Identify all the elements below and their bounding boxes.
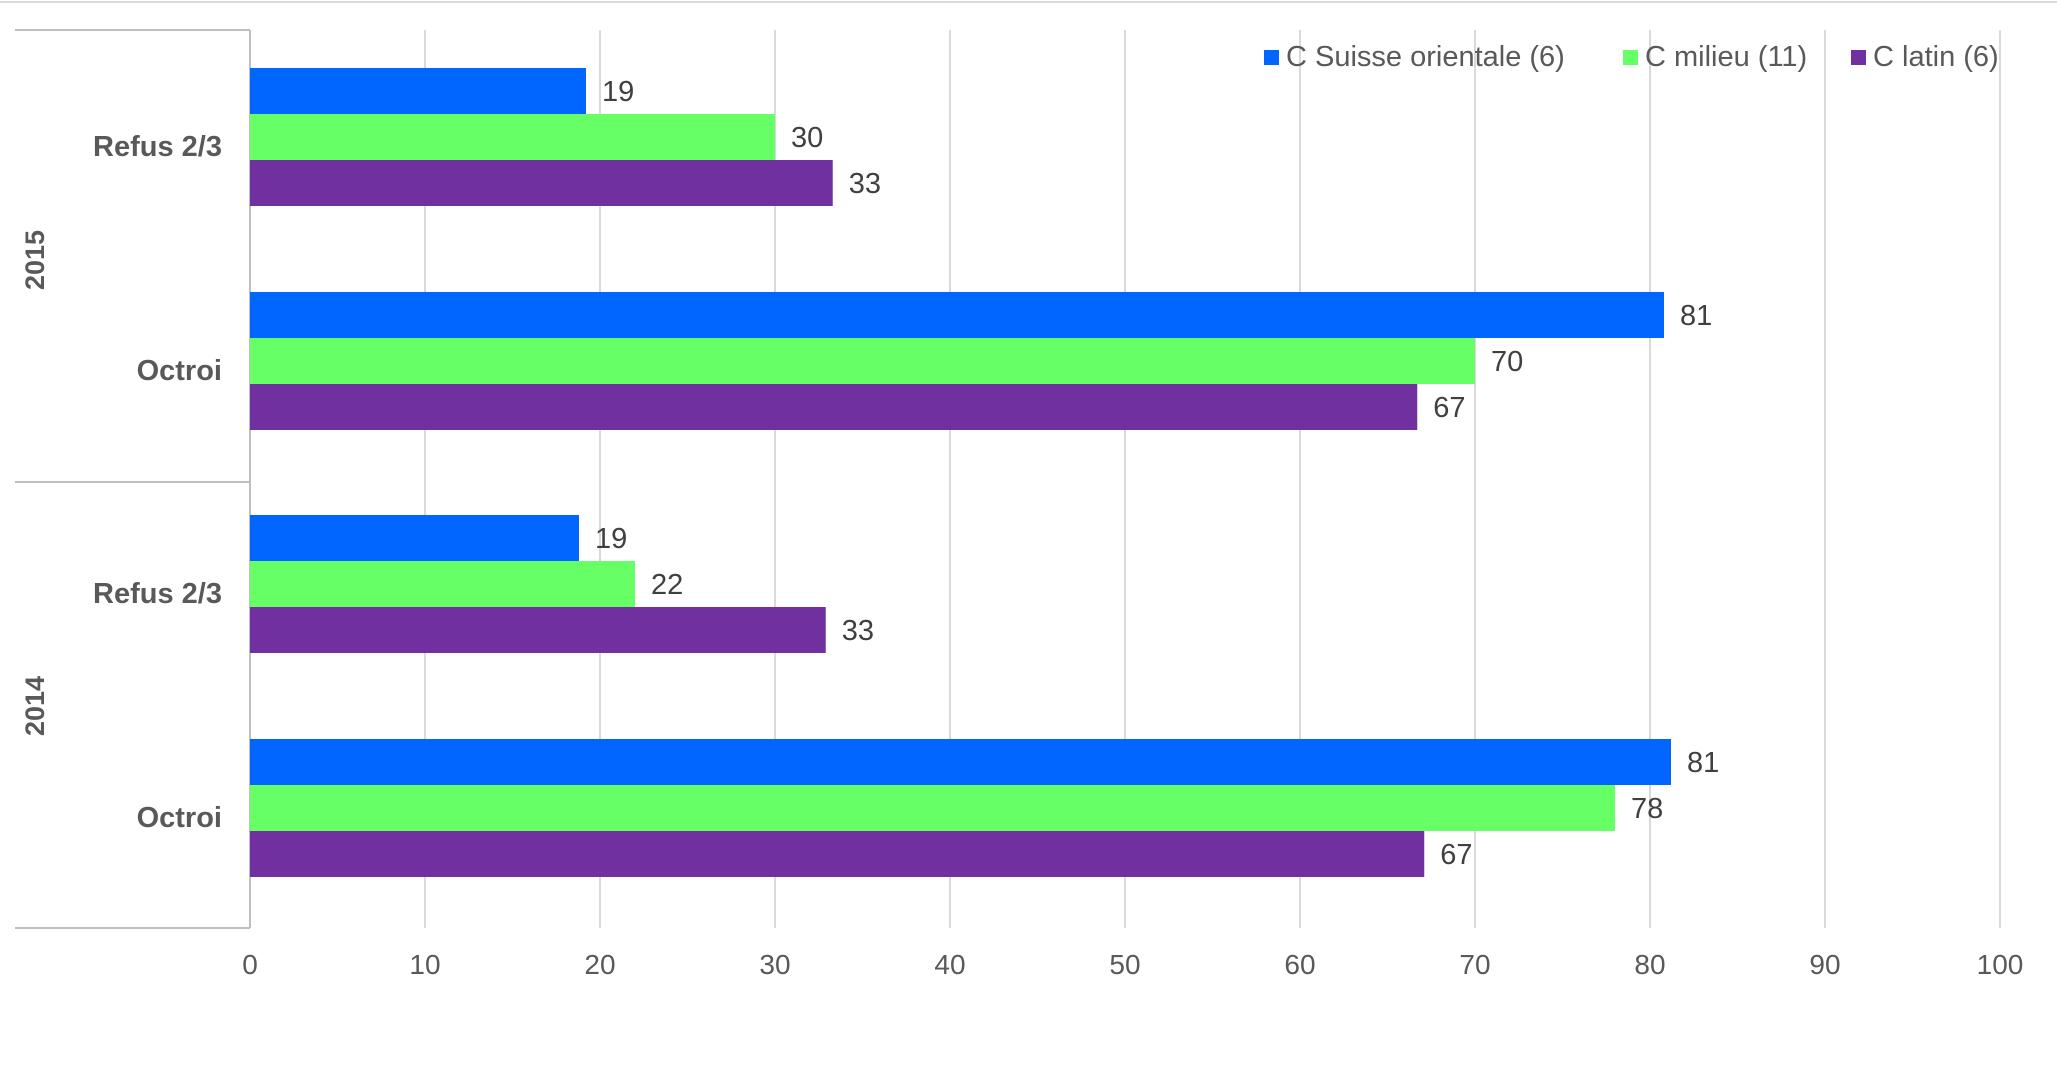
x-tick-label: 60 — [1284, 949, 1315, 980]
category-label: Octroi — [137, 802, 222, 834]
x-tick-label: 30 — [759, 949, 790, 980]
x-tick-label: 90 — [1809, 949, 1840, 980]
bar — [250, 607, 826, 653]
bar — [250, 338, 1475, 384]
bar — [250, 114, 775, 160]
bar — [250, 739, 1671, 785]
x-tick-label: 20 — [584, 949, 615, 980]
data-label: 30 — [791, 122, 823, 154]
bar — [250, 160, 833, 206]
data-label: 81 — [1687, 747, 1719, 779]
x-tick-label: 80 — [1634, 949, 1665, 980]
data-label: 81 — [1680, 300, 1712, 332]
data-labels: 19 30 33 81 70 67 19 22 33 81 78 67 — [595, 76, 1719, 871]
legend-label: C latin (6) — [1873, 41, 1999, 73]
category-label: Refus 2/3 — [93, 578, 222, 610]
legend: C Suisse orientale (6) C milieu (11) C lat… — [1264, 41, 1999, 73]
category-label: Octroi — [137, 355, 222, 387]
data-label: 67 — [1440, 839, 1472, 871]
data-label: 78 — [1631, 793, 1663, 825]
year-label: 2015 — [20, 230, 50, 290]
bar — [250, 785, 1615, 831]
bars — [250, 68, 1671, 877]
legend-swatch — [1623, 50, 1638, 65]
data-label: 33 — [849, 168, 881, 200]
x-tick-label: 50 — [1109, 949, 1140, 980]
data-label: 33 — [842, 615, 874, 647]
bar — [250, 561, 635, 607]
bar — [250, 831, 1425, 877]
legend-swatch — [1851, 50, 1866, 65]
category-labels: Refus 2/3 Octroi 2015 Refus 2/3 Octroi 2014 — [20, 131, 222, 834]
data-label: 19 — [602, 76, 634, 108]
x-tick-label: 40 — [934, 949, 965, 980]
year-label: 2014 — [20, 676, 50, 736]
data-label: 19 — [595, 523, 627, 555]
legend-label: C milieu (11) — [1645, 41, 1807, 73]
category-label: Refus 2/3 — [93, 131, 222, 163]
x-tick-label: 0 — [242, 949, 258, 980]
legend-label: C Suisse orientale (6) — [1286, 41, 1565, 73]
x-tick-label: 10 — [409, 949, 440, 980]
legend-swatch — [1264, 50, 1279, 65]
data-label: 70 — [1491, 346, 1523, 378]
bar — [250, 515, 579, 561]
bar — [250, 384, 1418, 430]
bar — [250, 292, 1664, 338]
x-tick-label: 100 — [1977, 949, 2024, 980]
data-label: 67 — [1433, 392, 1465, 424]
bar — [250, 68, 586, 114]
x-tick-label: 70 — [1459, 949, 1490, 980]
data-label: 22 — [651, 569, 683, 601]
